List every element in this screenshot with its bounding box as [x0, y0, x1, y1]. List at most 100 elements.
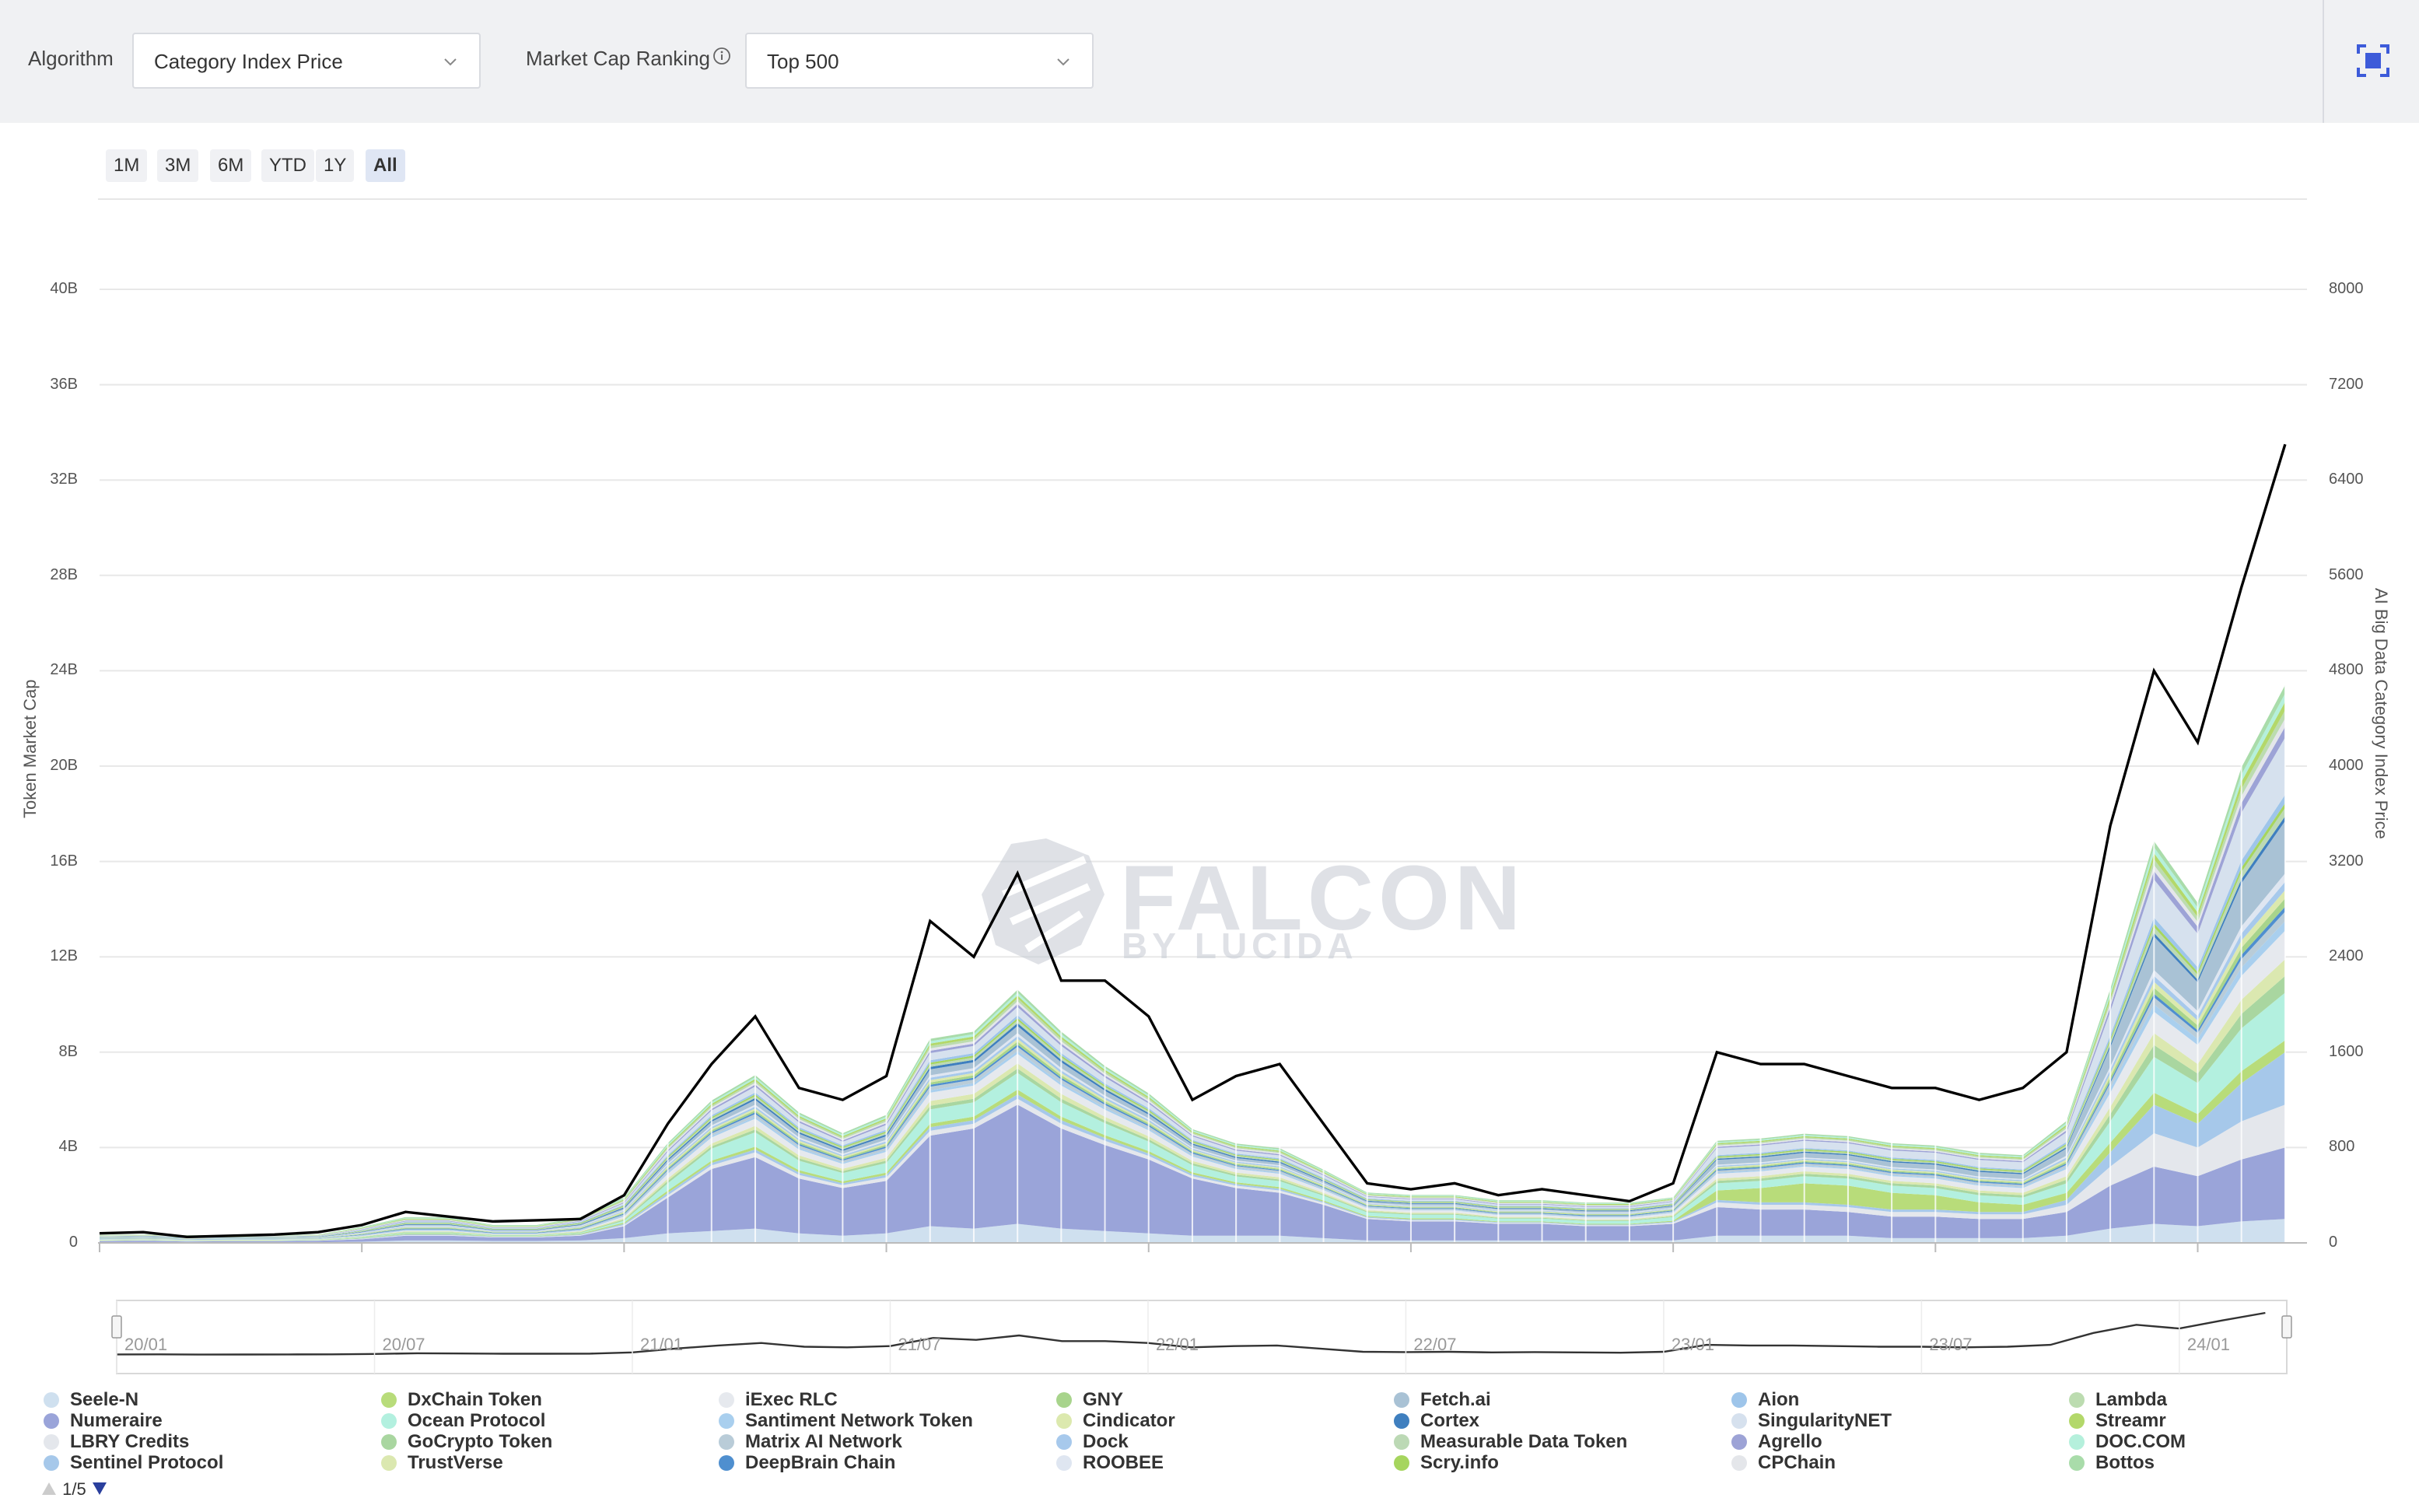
navigator-right-handle[interactable]	[2281, 1315, 2292, 1339]
left-axis-title: Token Market Cap	[20, 679, 40, 818]
legend-label: Lambda	[2095, 1389, 2168, 1410]
navigator-labels: 20/01 20/07 21/01 21/07 22/01 22/07 23/01 23/07…	[116, 1300, 2230, 1374]
legend-label: Ocean Protocol	[408, 1410, 546, 1431]
legend-item-dxchain-token[interactable]: DxChain Token	[381, 1389, 542, 1411]
navigator-tick-label: 21/01	[640, 1335, 683, 1354]
legend-item-iexec-rlc[interactable]: iExec RLC	[719, 1389, 838, 1411]
watermark-subtitle: BY LUCIDA	[1122, 926, 1358, 966]
area-dxchain-token	[100, 1040, 2285, 1241]
right-axis-tick-label: 7200	[2329, 375, 2364, 393]
legend-item-lambda[interactable]: Lambda	[2069, 1389, 2167, 1411]
legend-item-singularitynet[interactable]: SingularityNET	[1731, 1410, 1892, 1432]
page-up-icon[interactable]	[40, 1481, 58, 1496]
grid-lines	[100, 289, 2307, 1149]
legend-label: Streamr	[2095, 1410, 2166, 1431]
legend-label: ROOBEE	[1083, 1452, 1164, 1473]
navigator-left-handle[interactable]	[111, 1315, 122, 1339]
legend-swatch	[2069, 1434, 2085, 1450]
fullscreen-icon[interactable]	[2355, 43, 2391, 79]
right-axis-tick-label: 0	[2329, 1234, 2338, 1251]
area-gny	[100, 898, 2285, 1240]
legend-label: Matrix AI Network	[745, 1431, 902, 1452]
range-button-all[interactable]: All	[366, 149, 405, 182]
legend-swatch	[1056, 1455, 1072, 1471]
left-axis-tick-label: 12B	[50, 947, 78, 965]
navigator-tick-label: 24/01	[2187, 1335, 2230, 1354]
range-button-3m[interactable]: 3M	[157, 149, 199, 182]
area-deepbrain-chain	[100, 906, 2285, 1240]
legend-item-gny[interactable]: GNY	[1056, 1389, 1123, 1411]
legend-item-doc-com[interactable]: DOC.COM	[2069, 1431, 2186, 1453]
legend-item-bottos[interactable]: Bottos	[2069, 1452, 2155, 1474]
legend-swatch	[1731, 1413, 1747, 1429]
legend-item-scry-info[interactable]: Scry.info	[1394, 1452, 1499, 1474]
area-sentinel-protocol	[100, 1052, 2285, 1241]
legend-item-aion[interactable]: Aion	[1731, 1389, 1799, 1411]
left-axis-tick-label: 28B	[50, 565, 78, 583]
area-numeraire	[100, 1104, 2285, 1243]
range-button-1y[interactable]: 1Y	[316, 149, 355, 182]
legend-item-santiment-network-token[interactable]: Santiment Network Token	[719, 1410, 973, 1432]
area-agrello	[100, 726, 2285, 1237]
legend-swatch	[719, 1413, 734, 1429]
navigator-tick-label: 23/01	[1672, 1335, 1714, 1354]
legend-item-gocrypto-token[interactable]: GoCrypto Token	[381, 1431, 552, 1453]
legend-swatch	[1394, 1392, 1409, 1408]
legend-item-numeraire[interactable]: Numeraire	[44, 1410, 163, 1432]
area-gocrypto-token	[100, 975, 2285, 1241]
legend-item-streamr[interactable]: Streamr	[2069, 1410, 2166, 1432]
info-icon[interactable]	[712, 47, 731, 65]
navigator-line	[116, 1311, 2266, 1356]
left-axis-tick-label: 40B	[50, 280, 78, 297]
legend-item-ocean-protocol[interactable]: Ocean Protocol	[381, 1410, 545, 1432]
legend-item-cindicator[interactable]: Cindicator	[1056, 1410, 1175, 1432]
legend-label: Dock	[1083, 1431, 1129, 1452]
legend-item-matrix-ai-network[interactable]: Matrix AI Network	[719, 1431, 902, 1453]
legend-item-measurable-data-token[interactable]: Measurable Data Token	[1394, 1431, 1627, 1453]
legend-item-cpchain[interactable]: CPChain	[1731, 1452, 1836, 1474]
legend-swatch	[1394, 1455, 1409, 1471]
legend-item-trustverse[interactable]: TrustVerse	[381, 1452, 503, 1474]
legend-item-agrello[interactable]: Agrello	[1731, 1431, 1822, 1453]
range-button-6m[interactable]: 6M	[210, 149, 252, 182]
algorithm-select[interactable]: Category Index Price	[132, 33, 481, 89]
page-down-icon[interactable]	[91, 1481, 108, 1496]
falcon-watermark: FALCON BY LUCIDA	[982, 838, 1521, 966]
right-axis-tick-label: 3200	[2329, 852, 2364, 870]
legend-swatch	[44, 1413, 59, 1429]
legend-swatch	[381, 1413, 397, 1429]
market-cap-ranking-label: Market Cap Ranking	[526, 47, 710, 70]
left-axis-tick-label: 8B	[58, 1042, 78, 1060]
legend-item-seele-n[interactable]: Seele-N	[44, 1389, 138, 1411]
legend-label: LBRY Credits	[70, 1431, 190, 1452]
legend-item-roobee[interactable]: ROOBEE	[1056, 1452, 1164, 1474]
range-button-1m[interactable]: 1M	[106, 149, 148, 182]
legend-item-fetch-ai[interactable]: Fetch.ai	[1394, 1389, 1491, 1411]
chevron-down-icon	[444, 58, 457, 66]
legend-item-dock[interactable]: Dock	[1056, 1431, 1129, 1453]
right-axis-tick-label: 800	[2329, 1138, 2355, 1156]
legend-label: Seele-N	[70, 1389, 139, 1410]
legend-swatch	[44, 1434, 59, 1450]
legend-item-sentinel-protocol[interactable]: Sentinel Protocol	[44, 1452, 223, 1474]
left-axis-tick-label: 24B	[50, 661, 78, 679]
left-axis-tick-label: 32B	[50, 471, 78, 488]
legend-item-cortex[interactable]: Cortex	[1394, 1410, 1479, 1432]
index-price-line	[99, 443, 2287, 1239]
area-roobee	[100, 873, 2285, 1239]
legend-label: TrustVerse	[408, 1452, 503, 1473]
time-navigator[interactable]: 20/01 20/07 21/01 21/07 22/01 22/07 23/01 23/07…	[111, 1300, 2292, 1374]
navigator-tick-label: 21/07	[898, 1335, 940, 1354]
area-fetch-ai	[100, 821, 2285, 1238]
range-button-ytd[interactable]: YTD	[261, 149, 314, 182]
legend-swatch	[44, 1392, 59, 1408]
legend-swatch	[381, 1434, 397, 1450]
market-cap-ranking-select[interactable]: Top 500	[745, 33, 1094, 89]
legend-swatch	[2069, 1413, 2085, 1429]
legend-swatch	[1394, 1434, 1409, 1450]
legend-label: DOC.COM	[2095, 1431, 2186, 1452]
legend-item-deepbrain-chain[interactable]: DeepBrain Chain	[719, 1452, 895, 1474]
month-separators	[623, 681, 2286, 1243]
left-axis-tick-label: 36B	[50, 375, 78, 393]
legend-item-lbry-credits[interactable]: LBRY Credits	[44, 1431, 189, 1453]
